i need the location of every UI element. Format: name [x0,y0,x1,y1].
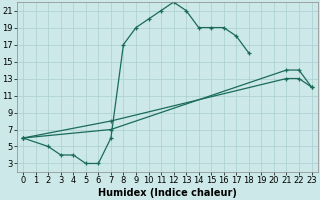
X-axis label: Humidex (Indice chaleur): Humidex (Indice chaleur) [98,188,237,198]
